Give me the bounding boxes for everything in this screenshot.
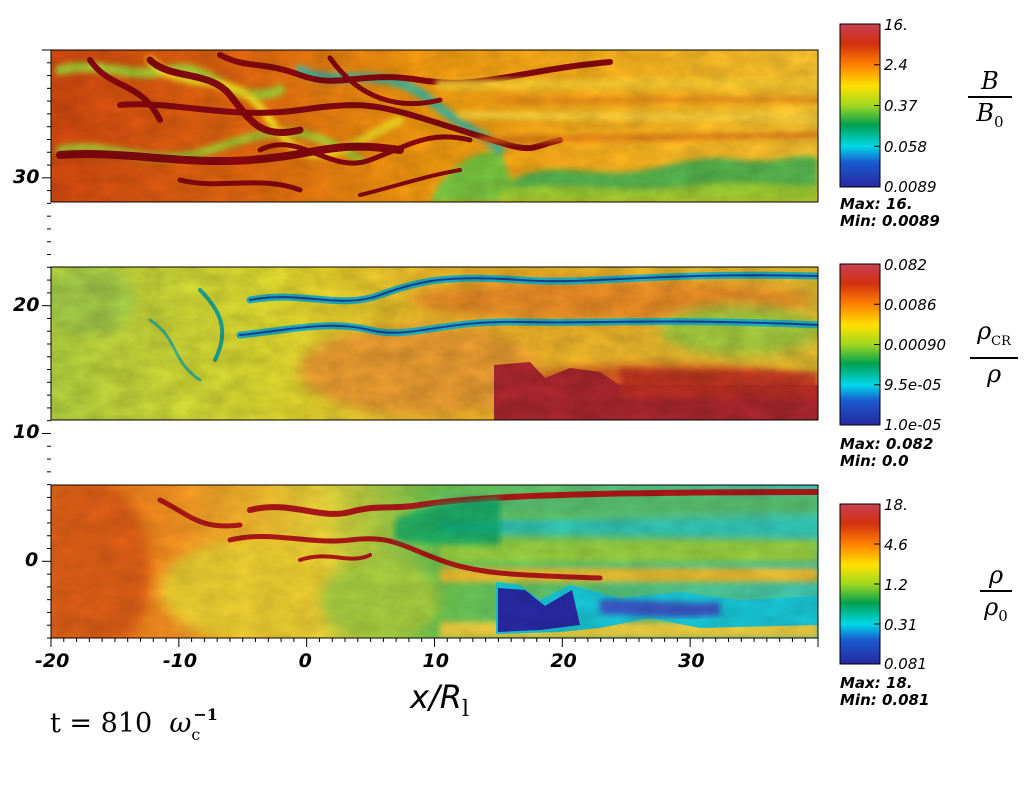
colorbar-B-max: Max: 16. bbox=[840, 195, 913, 213]
y-tick-label: 20 bbox=[13, 293, 40, 316]
panel-rhoCR-quantity-label: ρCR ρ bbox=[970, 318, 1018, 387]
panel-rhoCR bbox=[51, 267, 818, 420]
time-label: t = 810 ωc−1 bbox=[50, 705, 218, 744]
colorbar-rho bbox=[839, 503, 881, 665]
colorbar-rhoCR-tick: 0.0086 bbox=[884, 296, 937, 314]
panel-rho-label-den-sub: 0 bbox=[998, 606, 1008, 625]
x-tick-label: 0 bbox=[298, 650, 312, 672]
colorbar-rhoCR-tick: 0.082 bbox=[884, 256, 927, 274]
colorbar-rho-min: Min: 0.081 bbox=[840, 691, 930, 709]
y-tick-label: 30 bbox=[13, 165, 40, 188]
x-axis-label-main: x/R bbox=[410, 678, 462, 716]
colorbar-rhoCR-min: Min: 0.0 bbox=[840, 452, 909, 470]
panel-B-label-num: B bbox=[981, 67, 999, 95]
colorbar-rho-tick: 1.2 bbox=[884, 576, 908, 594]
panel-rho-label-num: ρ bbox=[988, 561, 1004, 589]
x-tick-label: -20 bbox=[35, 650, 70, 672]
colorbar-B-maxmin: Max: 16. Min: 0.0089 bbox=[840, 196, 940, 230]
fraction-bar bbox=[980, 590, 1012, 592]
time-label-sup: −1 bbox=[193, 705, 218, 724]
fraction-bar bbox=[970, 357, 1018, 359]
colorbar-B-tick: 0.058 bbox=[884, 138, 927, 156]
panel-rhoCR-label-num-sub: CR bbox=[991, 334, 1011, 349]
panel-B-frame bbox=[50, 49, 819, 203]
panel-B bbox=[51, 50, 818, 202]
panel-B-label-den-sub: 0 bbox=[994, 112, 1004, 131]
colorbar-B-tick: 0.0089 bbox=[884, 178, 937, 196]
colorbar-rho-maxmin: Max: 18. Min: 0.081 bbox=[840, 675, 929, 709]
time-label-sub: c bbox=[191, 725, 201, 744]
colorbar-rhoCR-tick: 9.5e-05 bbox=[884, 376, 942, 394]
colorbar-rhoCR bbox=[839, 263, 881, 426]
panel-rhoCR-label-den: ρ bbox=[986, 359, 1002, 388]
panel-B-quantity-label: B B0 bbox=[968, 68, 1012, 135]
colorbar-rhoCR-tick: 1.0e-05 bbox=[884, 416, 942, 434]
fraction-bar bbox=[968, 96, 1012, 98]
colorbar-rho-tick: 4.6 bbox=[884, 536, 908, 554]
panel-rho bbox=[51, 485, 818, 638]
colorbar-rhoCR-maxmin: Max: 0.082 Min: 0.0 bbox=[840, 436, 933, 470]
colorbar-rho-tick: 18. bbox=[884, 496, 908, 514]
x-axis-label-sub: l bbox=[461, 697, 469, 722]
time-label-prefix: t = 810 bbox=[50, 708, 153, 739]
x-tick-label: 10 bbox=[422, 650, 449, 672]
colorbar-rho-tick: 0.081 bbox=[884, 655, 927, 673]
y-tick-label: 10 bbox=[13, 421, 40, 444]
panel-rho-label-den: ρ bbox=[984, 592, 999, 621]
colorbar-rho-tick: 0.31 bbox=[884, 616, 918, 634]
x-tick-label: -10 bbox=[162, 650, 198, 672]
x-tick-label: 20 bbox=[550, 650, 577, 672]
colorbar-B-tick: 16. bbox=[884, 16, 908, 34]
y-tick-label: 0 bbox=[25, 549, 39, 572]
colorbar-ticks bbox=[874, 23, 880, 665]
x-axis-label: x/Rl bbox=[410, 678, 469, 722]
colorbar-B-tick: 0.37 bbox=[884, 97, 918, 115]
axis-ticks bbox=[42, 49, 819, 647]
colorbar-rhoCR-max: Max: 0.082 bbox=[840, 435, 934, 453]
x-tick-label: 30 bbox=[678, 650, 705, 672]
colorbar-rhoCR-tick: 0.00090 bbox=[884, 336, 947, 354]
colorbar-rho-max: Max: 18. bbox=[840, 674, 913, 692]
panel-rhoCR-label-num: ρ bbox=[977, 317, 992, 345]
panel-B-label-den: B bbox=[976, 98, 995, 127]
colorbar-B-min: Min: 0.0089 bbox=[840, 212, 940, 230]
panel-rho-quantity-label: ρ ρ0 bbox=[980, 562, 1012, 629]
time-label-omega: ω bbox=[169, 708, 192, 739]
colorbar-B-tick: 2.4 bbox=[884, 56, 908, 74]
